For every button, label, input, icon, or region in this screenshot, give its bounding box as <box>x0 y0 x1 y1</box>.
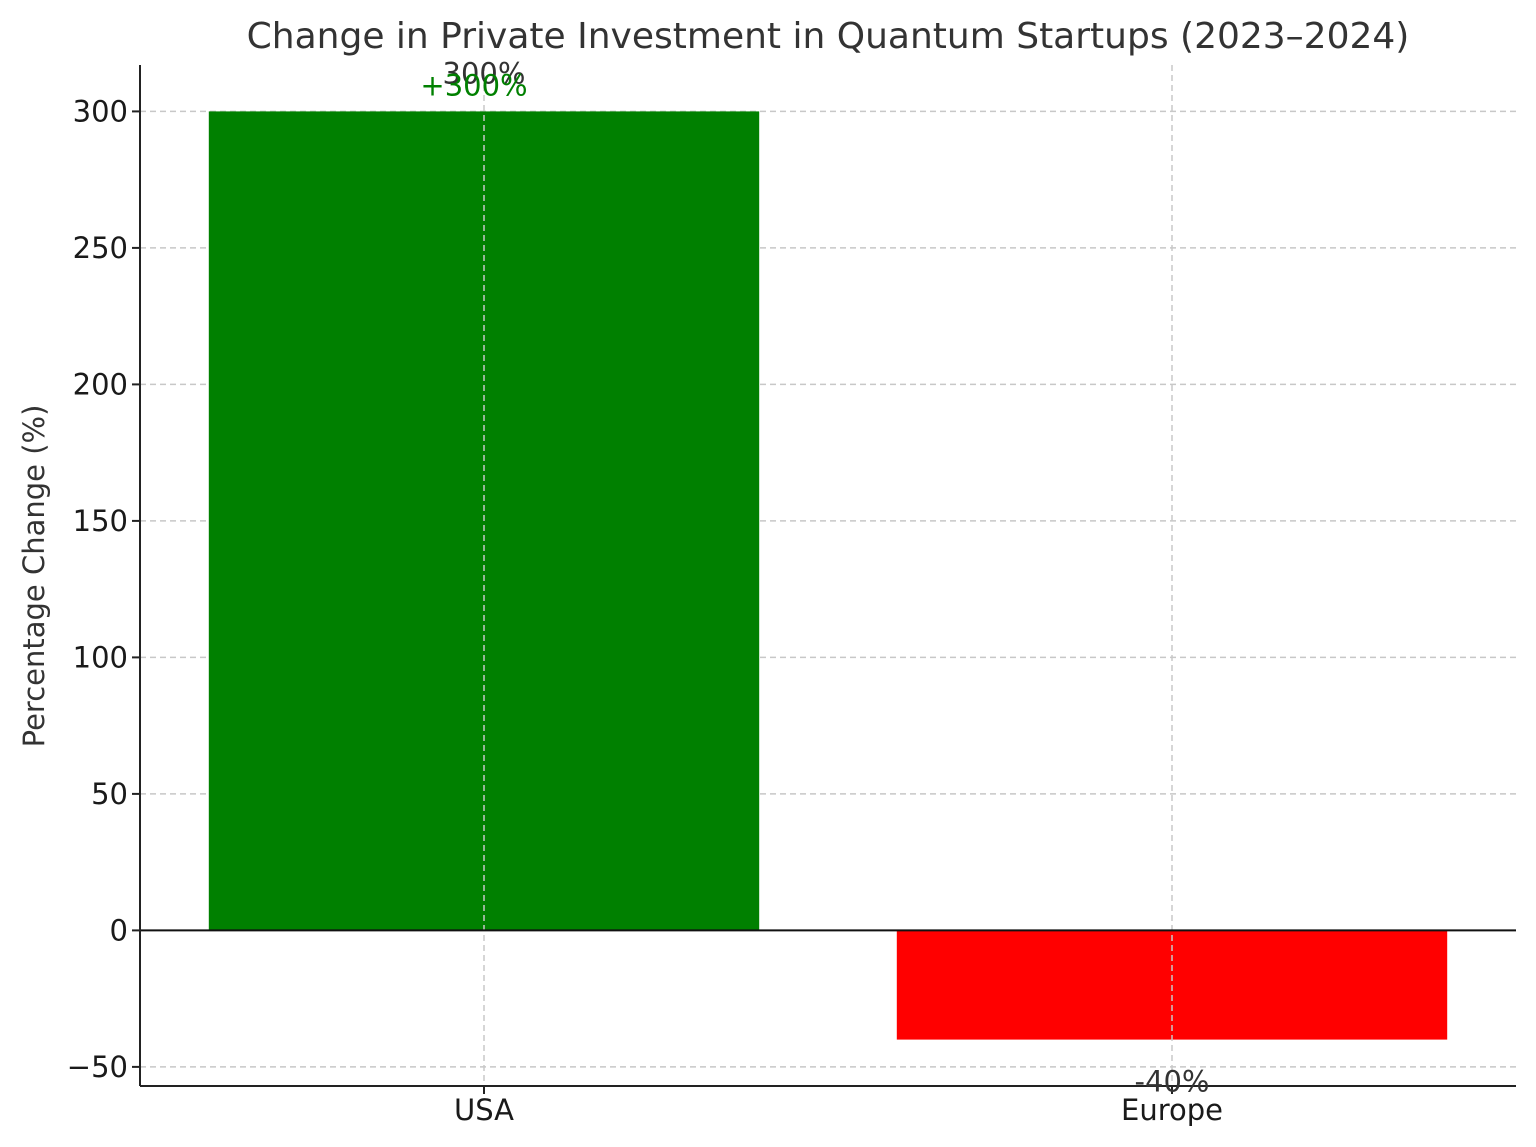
y-tick-label: 150 <box>73 504 128 538</box>
y-tick-label: 0 <box>110 913 128 947</box>
bars <box>208 111 1448 1040</box>
x-tick-label: USA <box>454 1093 514 1127</box>
y-ticks: −50 0 50 100 150 200 250 300 <box>67 94 140 1084</box>
x-ticks: USA Europe <box>454 1086 1223 1127</box>
y-tick-label: 250 <box>73 231 128 265</box>
axes <box>139 65 1516 1087</box>
y-tick-label: 50 <box>91 777 128 811</box>
data-label: +300% <box>420 68 527 102</box>
y-tick-label: 200 <box>73 367 128 401</box>
y-tick-label: 100 <box>73 640 128 674</box>
y-axis-label: Percentage Change (%) <box>17 405 51 748</box>
data-label: -40% <box>1135 1065 1210 1099</box>
data-labels: 300%+300% -40% <box>420 56 1209 1098</box>
y-tick-label: −50 <box>67 1050 128 1084</box>
chart-title: Change in Private Investment in Quantum … <box>247 16 1410 57</box>
x-tick-label: Europe <box>1121 1093 1223 1127</box>
y-tick-label: 300 <box>73 94 128 128</box>
data-label: 300% <box>443 56 526 90</box>
